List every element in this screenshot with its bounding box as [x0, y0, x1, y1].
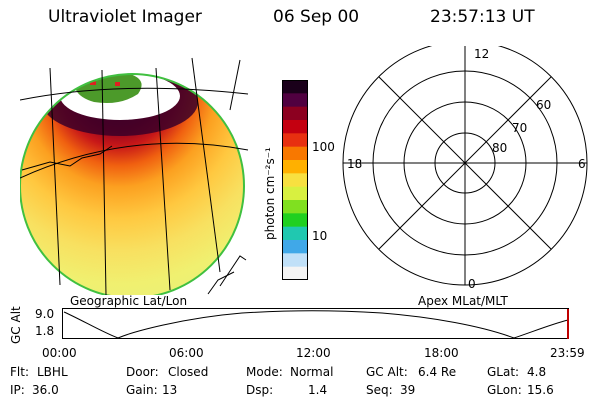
gc-alt-value: 6.4 Re	[418, 365, 457, 379]
mlt-label-0: 0	[468, 277, 476, 291]
colorbar-segment	[282, 266, 308, 280]
colorbar-segment	[282, 253, 308, 268]
altitude-xtick-0000: 00:00	[42, 346, 77, 360]
colorbar-segment	[282, 226, 308, 241]
polar-panel-label: Apex MLat/MLT	[418, 294, 508, 308]
colorbar-segment	[282, 133, 308, 148]
auroral-image	[20, 57, 249, 295]
altitude-xtick-1800: 18:00	[424, 346, 459, 360]
gain-label: Gain:	[126, 383, 158, 397]
colorbar-segment	[282, 146, 308, 161]
colorbar-segment	[282, 106, 308, 121]
altitude-xtick-1200: 12:00	[296, 346, 331, 360]
colorbar-tick-10: 10	[312, 229, 328, 243]
glat-label: GLat:	[487, 365, 520, 379]
mlt-label-18: 18	[347, 157, 363, 171]
glon-label: GLon:	[487, 383, 522, 397]
colorbar-label: photon cm⁻²s⁻¹	[263, 147, 277, 240]
lat-label-80: 80	[492, 141, 508, 155]
lat-label-60: 60	[536, 98, 552, 112]
altitude-ytick-9: 9.0	[35, 307, 55, 321]
colorbar-frame	[282, 80, 308, 280]
flt-value: LBHL	[37, 365, 68, 379]
dsp-value: 1.4	[308, 383, 328, 397]
colorbar-segment	[282, 160, 308, 174]
observation-date: 06 Sep 00	[273, 7, 360, 27]
flt-label: Flt:	[10, 365, 29, 379]
altitude-ylabel: GC Alt	[9, 306, 23, 344]
seq-label: Seq:	[366, 383, 393, 397]
colorbar	[282, 80, 308, 280]
seq-value: 39	[400, 383, 416, 397]
colorbar-segment	[282, 240, 308, 254]
observation-time: 23:57:13 UT	[430, 7, 535, 27]
gc-alt-label: GC Alt:	[366, 365, 408, 379]
mlt-label-12: 12	[474, 47, 490, 61]
colorbar-segment	[282, 80, 308, 94]
mode-label: Mode:	[246, 365, 283, 379]
colorbar-tick-100: 100	[312, 140, 335, 154]
door-label: Door:	[126, 365, 159, 379]
glon-value: 15.6	[527, 383, 554, 397]
altitude-xtick-2359: 23:59	[550, 346, 585, 360]
polar-plot	[342, 46, 588, 286]
colorbar-segment	[282, 93, 308, 108]
glat-value: 4.8	[527, 365, 547, 379]
altitude-xtick-0600: 06:00	[169, 346, 204, 360]
mlt-label-6: 6	[578, 157, 586, 171]
colorbar-segment	[282, 213, 308, 228]
lat-label-70: 70	[512, 121, 528, 135]
image-panel-label: Geographic Lat/Lon	[70, 294, 188, 308]
colorbar-segment	[282, 200, 308, 214]
colorbar-segment	[282, 173, 308, 188]
mode-value: Normal	[290, 365, 334, 379]
altitude-plot	[62, 308, 569, 339]
altitude-ytick-1-8: 1.8	[35, 324, 55, 338]
colorbar-segment	[282, 186, 308, 201]
instrument-title: Ultraviolet Imager	[48, 7, 202, 27]
colorbar-segment	[282, 120, 308, 134]
gain-value: 13	[162, 383, 178, 397]
door-value: Closed	[168, 365, 209, 379]
ip-label: IP:	[10, 383, 25, 397]
dsp-label: Dsp:	[246, 383, 274, 397]
ip-value: 36.0	[32, 383, 59, 397]
